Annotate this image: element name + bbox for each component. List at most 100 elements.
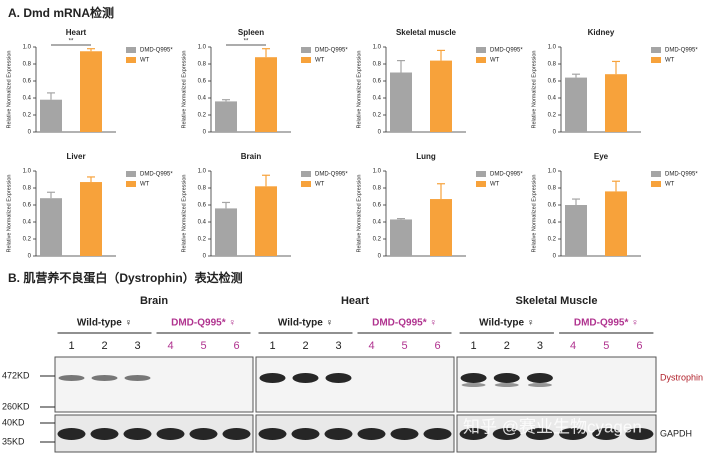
bar — [80, 51, 102, 132]
lane-number: 2 — [101, 340, 107, 352]
y-tick-label: 0 — [28, 130, 32, 136]
lane-number: 4 — [570, 340, 576, 352]
y-tick-label: 0.6 — [548, 79, 557, 85]
y-axis-label: Relative Normalized Expression — [531, 175, 537, 253]
y-tick-label: 1.0 — [23, 45, 32, 51]
lane-number: 1 — [471, 340, 477, 352]
lane-number: 3 — [335, 340, 341, 352]
legend-swatch — [301, 57, 311, 63]
legend-swatch — [126, 171, 136, 177]
lane-number: 3 — [537, 340, 543, 352]
bar — [215, 101, 237, 132]
group-label: DMD-Q995* ♀ — [372, 318, 437, 329]
tissue-label: Skeletal Muscle — [516, 295, 598, 307]
legend-swatch — [476, 47, 486, 53]
lane-number: 5 — [200, 340, 206, 352]
chart-title: Liver — [66, 152, 85, 161]
band-gapdh — [324, 428, 353, 440]
y-tick-label: 0.8 — [373, 186, 382, 192]
band-gapdh — [525, 428, 554, 440]
legend-swatch — [651, 47, 661, 53]
legend-label: WT — [315, 182, 325, 188]
band-gapdh — [258, 428, 287, 440]
y-tick-label: 0.6 — [373, 203, 382, 209]
y-tick-label: 1.0 — [198, 169, 207, 175]
y-tick-label: 0.4 — [373, 220, 382, 226]
legend-swatch — [126, 181, 136, 187]
y-tick-label: 0.4 — [548, 220, 557, 226]
y-tick-label: 1.0 — [548, 45, 557, 51]
lane-number: 3 — [134, 340, 140, 352]
y-tick-label: 0.8 — [23, 62, 32, 68]
y-tick-label: 0.8 — [198, 186, 207, 192]
band-gapdh — [357, 428, 386, 440]
band-dystrophin-lower — [494, 383, 519, 387]
blot-gapdh — [255, 414, 455, 453]
significance-label: ** — [244, 39, 249, 45]
bar — [430, 60, 452, 132]
y-axis-label: Relative Normalized Expression — [181, 51, 187, 129]
y-tick-label: 0.2 — [23, 113, 32, 119]
blot-gapdh — [456, 414, 657, 453]
group-label: DMD-Q995* ♀ — [574, 318, 639, 329]
y-tick-label: 1.0 — [373, 169, 382, 175]
bar — [390, 72, 412, 132]
bar — [255, 57, 277, 133]
band-dystrophin — [526, 373, 553, 383]
y-tick-label: 0.6 — [23, 203, 32, 209]
y-tick-label: 0.4 — [198, 96, 207, 102]
chart-title: Kidney — [588, 28, 615, 37]
legend-label: DMD-Q995* — [140, 48, 173, 54]
legend-label: WT — [140, 58, 150, 64]
chart-title: Eye — [594, 152, 609, 161]
band-gapdh — [90, 428, 119, 440]
tissue-label: Heart — [341, 295, 369, 307]
chart-title: Skeletal muscle — [396, 28, 457, 37]
lane-number: 6 — [434, 340, 440, 352]
tissue-label: Brain — [140, 295, 168, 307]
y-tick-label: 0.8 — [373, 62, 382, 68]
band-gapdh — [57, 428, 86, 440]
group-label: DMD-Q995* ♀ — [171, 318, 236, 329]
y-tick-label: 0.6 — [198, 203, 207, 209]
bar — [605, 74, 627, 132]
y-tick-label: 0.8 — [198, 62, 207, 68]
band-gapdh — [459, 428, 488, 440]
band-dystrophin — [91, 375, 118, 381]
bar — [390, 219, 412, 256]
y-tick-label: 0.6 — [548, 203, 557, 209]
lane-number: 5 — [401, 340, 407, 352]
legend-swatch — [126, 47, 136, 53]
y-tick-label: 0.2 — [373, 113, 382, 119]
y-tick-label: 0.4 — [23, 96, 32, 102]
y-tick-label: 0.8 — [23, 186, 32, 192]
lane-number: 4 — [167, 340, 173, 352]
group-label: Wild-type ♀ — [278, 318, 333, 329]
lane-number: 1 — [269, 340, 275, 352]
y-tick-label: 0.6 — [373, 79, 382, 85]
y-tick-label: 0.4 — [373, 96, 382, 102]
significance-label: ** — [69, 39, 74, 45]
chart-title: Spleen — [238, 28, 264, 37]
y-tick-label: 0.8 — [548, 186, 557, 192]
legend-label: WT — [315, 58, 325, 64]
y-tick-label: 0.2 — [373, 237, 382, 243]
legend-label: DMD-Q995* — [315, 48, 348, 54]
legend-label: WT — [665, 58, 675, 64]
legend-swatch — [476, 57, 486, 63]
bar — [565, 77, 587, 132]
blot-dystrophin — [54, 356, 254, 413]
legend-label: WT — [140, 182, 150, 188]
y-tick-label: 0 — [553, 254, 557, 260]
marker-label: 472KD — [2, 370, 30, 380]
band-dystrophin-lower — [527, 383, 552, 387]
band-gapdh — [189, 428, 218, 440]
chart-title: Lung — [416, 152, 436, 161]
blot-dystrophin — [456, 356, 657, 413]
y-axis-label: Relative Normalized Expression — [356, 51, 362, 129]
y-axis-label: Relative Normalized Expression — [356, 175, 362, 253]
bar — [565, 205, 587, 256]
chart-title: Brain — [241, 152, 262, 161]
bar — [430, 199, 452, 256]
